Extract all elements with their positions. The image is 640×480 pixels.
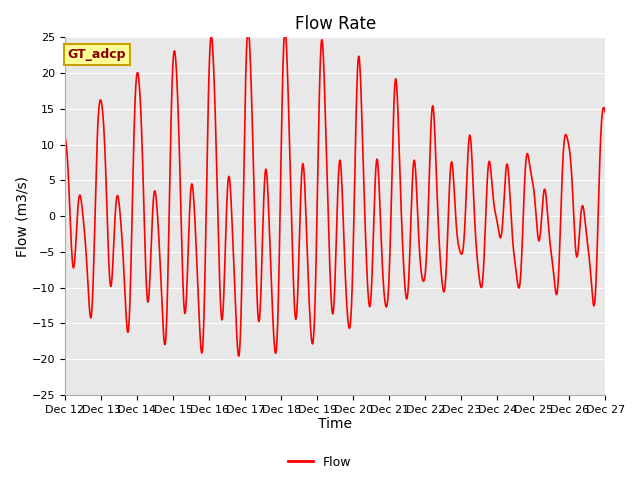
Legend: Flow: Flow <box>284 451 356 474</box>
Text: GT_adcp: GT_adcp <box>68 48 126 61</box>
Title: Flow Rate: Flow Rate <box>294 15 376 33</box>
Y-axis label: Flow (m3/s): Flow (m3/s) <box>15 176 29 257</box>
X-axis label: Time: Time <box>318 418 352 432</box>
